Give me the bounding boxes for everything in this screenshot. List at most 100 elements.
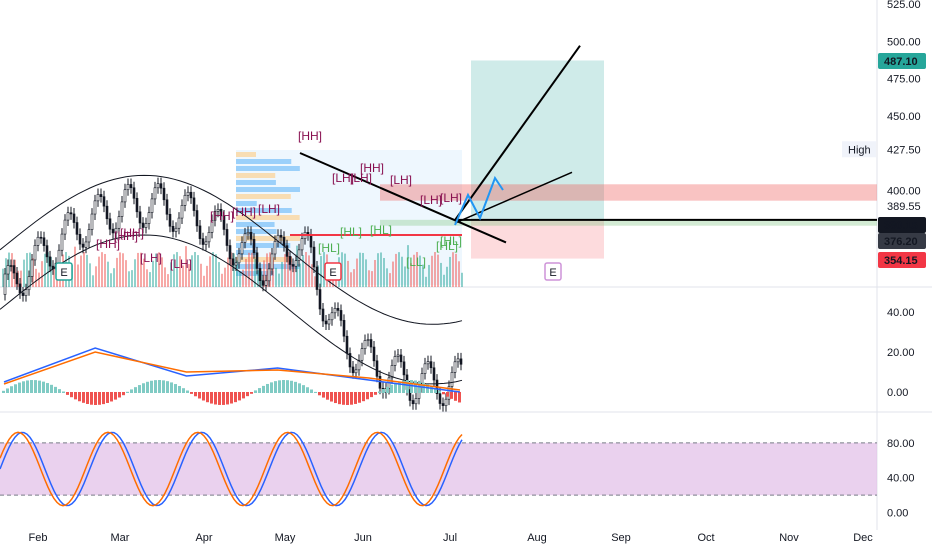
volume-bar bbox=[266, 253, 268, 287]
candle-body bbox=[87, 229, 91, 243]
volume-bar bbox=[137, 252, 139, 287]
volume-bar bbox=[278, 273, 280, 287]
macd-histogram-bar bbox=[214, 392, 217, 405]
volume-bar bbox=[191, 255, 193, 287]
macd-histogram-bar bbox=[126, 391, 129, 393]
volume-bar bbox=[2, 268, 4, 287]
candle-body bbox=[321, 308, 325, 322]
candle-body bbox=[402, 361, 406, 376]
macd-histogram-bar bbox=[102, 392, 105, 405]
volume-bar bbox=[110, 273, 112, 287]
volume-bar bbox=[449, 256, 451, 287]
candle-body bbox=[228, 245, 232, 260]
price-badge bbox=[878, 233, 926, 249]
candle-body bbox=[255, 252, 259, 269]
volume-bar bbox=[275, 267, 277, 287]
candle-body bbox=[249, 232, 253, 240]
macd-histogram-bar bbox=[278, 380, 281, 393]
volume-bar bbox=[35, 268, 37, 287]
candle-body bbox=[297, 249, 301, 261]
candle-body bbox=[189, 191, 193, 199]
volume-bar bbox=[293, 266, 295, 287]
volume-bar bbox=[44, 253, 46, 287]
volume-bar bbox=[263, 260, 265, 287]
volume-bar bbox=[158, 252, 160, 287]
macd-histogram-bar bbox=[54, 386, 57, 393]
event-marker-box bbox=[55, 262, 73, 281]
volume-bar bbox=[248, 252, 250, 287]
candle-body bbox=[351, 366, 355, 374]
time-tick-label: Mar bbox=[111, 532, 130, 544]
candle-body bbox=[57, 249, 61, 264]
candle-body bbox=[246, 232, 250, 235]
volume-bar bbox=[392, 261, 394, 287]
macd-histogram-bar bbox=[450, 392, 453, 399]
volume-profile-bar bbox=[236, 229, 277, 234]
macd-histogram-bar bbox=[274, 381, 277, 393]
price-badge bbox=[878, 252, 926, 268]
pattern-label: [LH] bbox=[258, 202, 280, 216]
candle-body bbox=[174, 227, 178, 232]
volume-bar bbox=[383, 257, 385, 287]
volume-profile-bar bbox=[236, 208, 292, 213]
volume-bar bbox=[89, 263, 91, 287]
price-badge bbox=[878, 53, 926, 69]
candle-body bbox=[111, 228, 115, 234]
volume-bar bbox=[299, 263, 301, 287]
candle-body bbox=[282, 236, 286, 246]
candle-body bbox=[27, 276, 31, 291]
macd-histogram-bar bbox=[290, 380, 293, 393]
volume-bar bbox=[305, 252, 307, 287]
candle-body bbox=[315, 266, 319, 290]
price-tick-label: 525.00 bbox=[887, 0, 921, 11]
candle-body bbox=[144, 223, 148, 228]
macd-histogram-bar bbox=[410, 380, 413, 393]
volume-bar bbox=[230, 252, 232, 287]
volume-bar bbox=[287, 252, 289, 287]
pattern-label: [HL] bbox=[370, 223, 392, 237]
time-tick-label: Nov bbox=[779, 532, 799, 544]
event-marker-label: E bbox=[329, 267, 336, 279]
macd-histogram-bar bbox=[458, 392, 461, 403]
macd-histogram-bar bbox=[130, 389, 133, 393]
candle-body bbox=[12, 265, 16, 274]
candle-body bbox=[258, 268, 262, 281]
macd-histogram-bar bbox=[310, 389, 313, 393]
macd-line-0 bbox=[3, 347, 461, 393]
pattern-label: [LH] bbox=[390, 173, 412, 187]
time-tick-label: Feb bbox=[29, 532, 48, 544]
volume-bar bbox=[182, 265, 184, 287]
candle-body bbox=[207, 232, 211, 243]
candle-body bbox=[240, 242, 244, 255]
macd-histogram-bar bbox=[150, 380, 153, 393]
volume-bar bbox=[146, 269, 148, 287]
volume-bar bbox=[176, 252, 178, 287]
macd-histogram-bar bbox=[138, 385, 141, 393]
time-tick-label: Dec bbox=[853, 532, 873, 544]
volume-bar bbox=[209, 256, 211, 287]
macd-histogram-bar bbox=[402, 380, 405, 393]
candle-body bbox=[243, 233, 247, 243]
candle-body bbox=[366, 339, 370, 341]
macd-histogram-bar bbox=[442, 392, 445, 395]
macd-tick-label: 0.00 bbox=[887, 387, 908, 399]
candle-body bbox=[135, 197, 139, 213]
macd-histogram-bar bbox=[298, 383, 301, 393]
candle-body bbox=[261, 280, 265, 286]
candle-body bbox=[264, 280, 268, 286]
macd-histogram-bar bbox=[50, 384, 53, 393]
macd-histogram-bar bbox=[62, 391, 65, 393]
volume-bar bbox=[437, 254, 439, 287]
candle-body bbox=[393, 356, 397, 366]
candle-body bbox=[93, 200, 97, 215]
volume-bar bbox=[311, 264, 313, 287]
event-marker[interactable]: E bbox=[324, 262, 342, 281]
candle-body bbox=[372, 346, 376, 362]
volume-bar bbox=[350, 272, 352, 287]
volume-bar bbox=[125, 260, 127, 287]
volume-bar bbox=[143, 258, 145, 287]
event-marker[interactable]: E bbox=[544, 262, 562, 281]
event-marker[interactable]: E bbox=[55, 262, 73, 281]
candle-body bbox=[288, 256, 292, 265]
zone-resistance bbox=[380, 184, 877, 201]
